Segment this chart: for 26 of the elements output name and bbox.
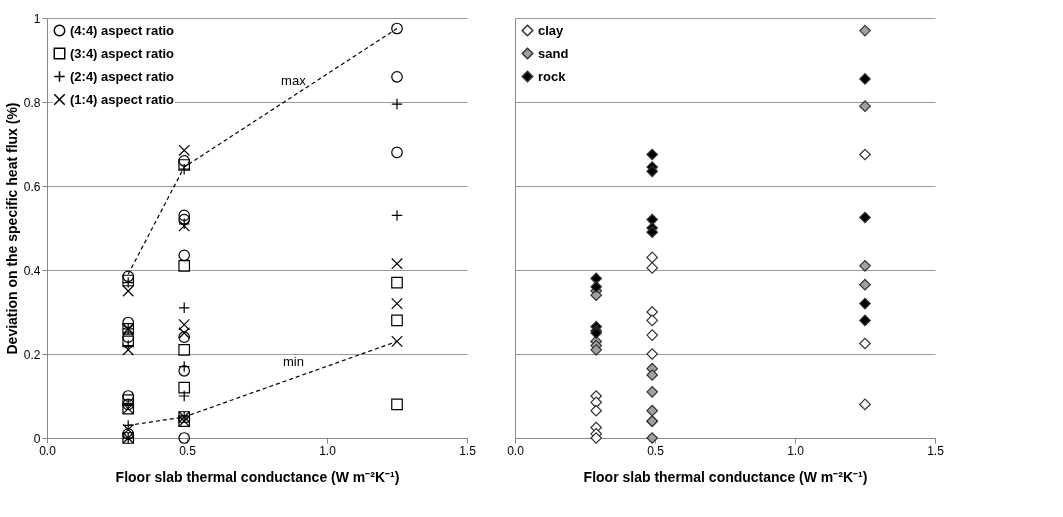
legend-label: sand — [538, 45, 569, 61]
y-tick-label: 0.8 — [23, 95, 41, 110]
x-axis-title: Floor slab thermal conductance (W m⁻²K⁻¹) — [115, 468, 400, 485]
annotation: min — [282, 354, 304, 370]
y-tick-label: 1 — [33, 11, 41, 26]
x-tick-label: 0.0 — [39, 443, 57, 458]
x-tick-label: 1.0 — [787, 443, 805, 458]
y-axis-title: Deviation on the specific heat flux (%) — [3, 102, 20, 355]
y-tick-label: 0.2 — [23, 347, 41, 362]
y-tick-label: 0 — [33, 431, 41, 446]
x-tick-label: 0.0 — [507, 443, 525, 458]
legend-label: (1:4) aspect ratio — [70, 91, 175, 107]
annotation: max — [281, 72, 307, 88]
legend-label: (4:4) aspect ratio — [70, 22, 175, 38]
legend-label: rock — [538, 68, 567, 84]
x-tick-label: 1.0 — [319, 443, 337, 458]
x-tick-label: 1.5 — [927, 443, 945, 458]
legend-label: (2:4) aspect ratio — [70, 68, 175, 84]
x-tick-label: 0.5 — [179, 443, 197, 458]
x-tick-label: 0.5 — [647, 443, 665, 458]
y-tick-label: 0.4 — [23, 263, 41, 278]
y-tick-label: 0.6 — [23, 179, 41, 194]
x-axis-title: Floor slab thermal conductance (W m⁻²K⁻¹) — [583, 468, 868, 485]
x-tick-label: 1.5 — [459, 443, 477, 458]
legend-label: clay — [538, 22, 565, 38]
legend-label: (3:4) aspect ratio — [70, 45, 175, 61]
